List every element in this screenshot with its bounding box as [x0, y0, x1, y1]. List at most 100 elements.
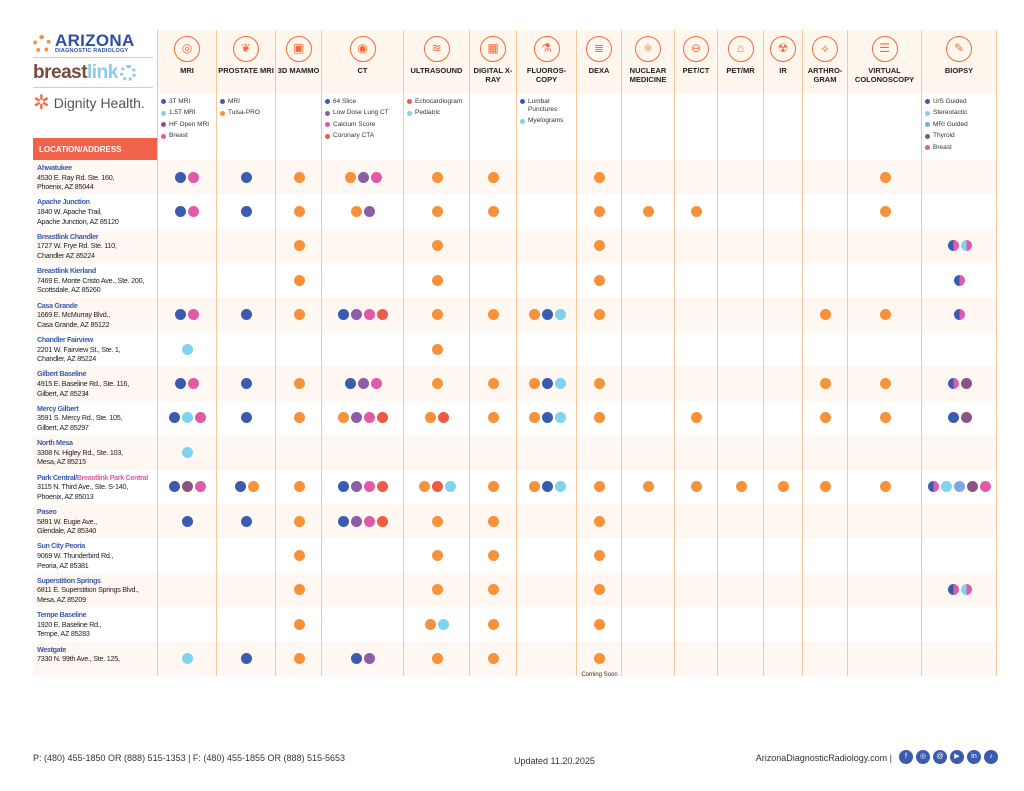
mammo-icon: ▣ [285, 36, 312, 62]
service-cell [217, 194, 276, 228]
service-cell [217, 160, 276, 194]
service-cell [217, 470, 276, 504]
service-cell [470, 642, 517, 676]
service-dot [879, 309, 891, 321]
location-row: Sun City Peoria 9069 W. Thunderbird Rd., P… [33, 538, 997, 572]
spine-icon: ≣ [586, 36, 612, 62]
column-pet-mr: ⌂ PET/MR [718, 30, 764, 676]
service-cell [404, 504, 470, 538]
service-dot [188, 171, 199, 183]
location-name[interactable]: Superstition Springs [37, 576, 157, 586]
service-dot [431, 206, 443, 218]
service-dot [594, 653, 605, 665]
legend-label: U/S Guided [933, 97, 967, 105]
location-name-text: Superstition Springs [37, 575, 101, 585]
service-dot [431, 309, 443, 321]
service-dot [594, 206, 605, 218]
service-dot [947, 378, 959, 390]
instagram-icon[interactable]: ◎ [916, 750, 930, 764]
location-name[interactable]: Sun City Peoria [37, 541, 157, 551]
location-name[interactable]: Breastlink Chandler [37, 232, 157, 242]
radiation-icon: ☢ [770, 36, 796, 62]
service-dot [488, 309, 499, 321]
linkedin-icon[interactable]: in [967, 750, 981, 764]
tiktok-icon[interactable]: ♪ [984, 750, 998, 764]
ultrasound-icon: ≋ [423, 36, 450, 62]
location-name[interactable]: Mercy Gilbert [37, 404, 157, 414]
column-title: PROSTATE MRI [218, 66, 274, 75]
service-dot [541, 309, 553, 321]
location-name[interactable]: Ahwatukee [37, 163, 157, 173]
location-name[interactable]: Tempe Baseline [37, 610, 157, 620]
service-dot [879, 378, 891, 390]
service-dot [344, 171, 356, 183]
column-ct: ◉ CT 64 Slice Low Dose Lung CT Calcium Score… [322, 30, 404, 676]
address-line: 9069 W. Thunderbird Rd., [37, 550, 114, 560]
website-link[interactable]: ArizonaDiagnosticRadiology.com | [755, 753, 892, 763]
youtube-icon[interactable]: ▶ [950, 750, 964, 764]
service-dot [338, 309, 349, 321]
location-address: Paseo 5891 W. Eugie Ave., Glendale, AZ 853… [37, 507, 157, 536]
service-dot [293, 240, 305, 252]
location-name[interactable]: Park Central/Breastlink Park Central [37, 473, 157, 483]
location-name[interactable]: Breastlink Kierland [37, 266, 157, 276]
location-address: Mercy Gilbert 3591 S. Mercy Rd., Ste. 105… [37, 404, 157, 433]
location-name[interactable]: Paseo [37, 507, 157, 517]
service-dot [241, 515, 252, 527]
location-name[interactable]: North Mesa [37, 438, 157, 448]
service-cell [470, 366, 517, 400]
location-name[interactable]: Apache Junction [37, 197, 157, 207]
service-dot [594, 412, 605, 424]
address-line: 1840 W. Apache Trail, [37, 206, 102, 216]
legend-dot [925, 122, 930, 127]
legend-dot [161, 122, 166, 127]
service-dot [175, 309, 186, 321]
column-header: ≣ DEXA [577, 30, 621, 93]
column-legend: MRI Tulsa-PRO [220, 96, 273, 119]
service-cell [848, 298, 922, 332]
location-name[interactable]: Westgate [37, 645, 157, 655]
service-dot [293, 171, 305, 183]
location-name-text: Paseo [37, 507, 57, 516]
legend-item: Calcium Score [325, 119, 401, 131]
service-cell [577, 366, 622, 400]
service-cell [922, 470, 997, 504]
legend-item: Breast [925, 142, 994, 154]
service-dot [351, 309, 362, 321]
service-dot [691, 481, 702, 493]
service-dot [241, 171, 252, 183]
column-header: ☢ IR [764, 30, 802, 93]
address-line: 7330 N. 99th Ave., Ste. 125, [37, 654, 120, 664]
service-cell [675, 194, 718, 228]
service-cell [404, 160, 470, 194]
dignity-text: Dignity Health. [53, 95, 145, 111]
legend-dot [925, 133, 930, 139]
address-line: 2201 W. Fairview St., Ste. 1, [37, 344, 121, 354]
service-dot [488, 481, 499, 493]
service-dot [879, 171, 891, 183]
service-dot [351, 412, 362, 424]
service-dot [528, 378, 540, 390]
legend-item: Echocardiogram [407, 96, 467, 108]
logo-text: ARIZONA [55, 31, 135, 51]
service-cell [217, 504, 276, 538]
service-dot [820, 412, 831, 424]
location-name[interactable]: Gilbert Baseline [37, 369, 157, 379]
column-pet-ct: ⊖ PET/CT [675, 30, 718, 676]
service-cell [276, 573, 322, 607]
facebook-icon[interactable]: f [899, 750, 913, 764]
location-name[interactable]: Chandler Fairview [37, 335, 157, 345]
location-name[interactable]: Casa Grande [37, 301, 157, 311]
service-cell [157, 298, 217, 332]
service-dot [541, 378, 553, 390]
service-dot [488, 550, 499, 562]
threads-icon[interactable]: @ [933, 750, 947, 764]
legend-dot [161, 99, 166, 104]
service-cell [764, 470, 803, 504]
address-line: Chandler AZ 85224 [37, 250, 95, 260]
location-address: Park Central/Breastlink Park Central 3115… [37, 473, 157, 502]
location-row: Tempe Baseline 1920 E. Baseline Rd., Tempe… [33, 607, 997, 641]
location-name-text: Breastlink Chandler [37, 231, 99, 241]
location-name-text: Park Central/ [37, 472, 77, 482]
service-dot [960, 240, 972, 252]
